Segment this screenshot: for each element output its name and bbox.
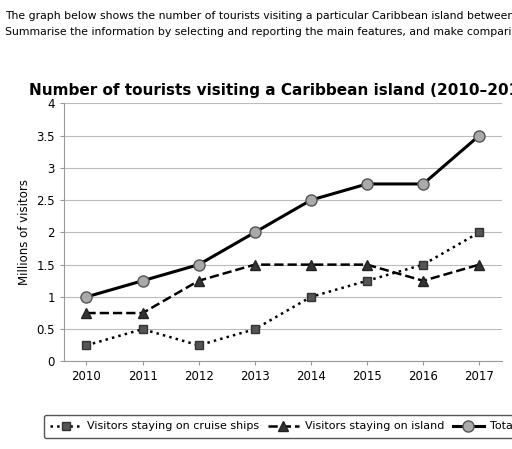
Y-axis label: Millions of visitors: Millions of visitors [18, 179, 31, 286]
Title: Number of tourists visiting a Caribbean island (2010–2017): Number of tourists visiting a Caribbean … [29, 83, 512, 98]
Text: Summarise the information by selecting and reporting the main features, and make: Summarise the information by selecting a… [5, 27, 512, 37]
Legend: Visitors staying on cruise ships, Visitors staying on island, Total: Visitors staying on cruise ships, Visito… [44, 415, 512, 438]
Text: The graph below shows the number of tourists visiting a particular Caribbean isl: The graph below shows the number of tour… [5, 11, 512, 21]
